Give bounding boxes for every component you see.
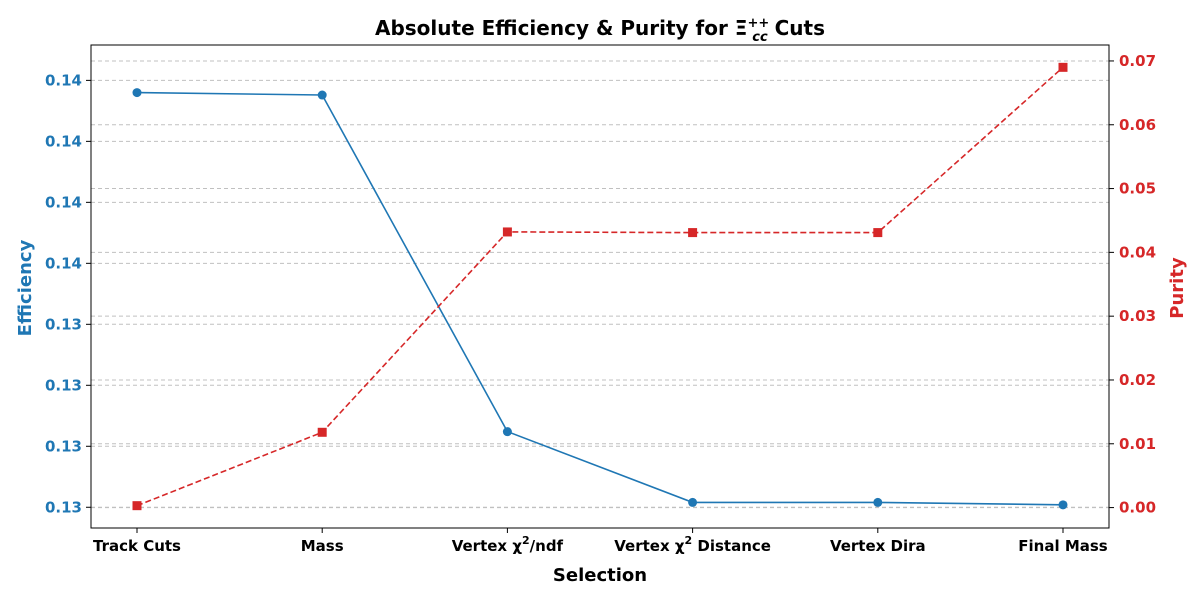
efficiency-line: [136, 91, 1064, 506]
left-tick-label: 0.14: [45, 132, 82, 150]
left-tick-label: 0.13: [45, 376, 82, 394]
x-tick-label: Track Cuts: [93, 537, 181, 555]
purity-point: [132, 501, 142, 511]
x-tick-label: Vertex Dira: [830, 537, 926, 555]
right-tick-label: 0.04: [1119, 243, 1156, 261]
right-tick-label: 0.00: [1119, 499, 1156, 517]
purity-line: [136, 66, 1064, 507]
efficiency-point: [873, 497, 883, 507]
left-tick-label: 0.13: [45, 315, 82, 333]
left-tick-label: 0.13: [45, 498, 82, 516]
left-axis: 0.13 0.13 0.13 0.13 0.14 0.14 0.14 0.14: [45, 71, 91, 516]
purity-point: [688, 228, 698, 238]
right-tick-label: 0.01: [1119, 435, 1156, 453]
grid: [91, 60, 1109, 509]
purity-point: [502, 227, 512, 237]
purity-point: [873, 228, 883, 238]
right-tick-label: 0.05: [1119, 180, 1156, 198]
x-tick-label: Final Mass: [1018, 537, 1108, 555]
right-axis: 0.00 0.01 0.02 0.03 0.04 0.05 0.06 0.07: [1109, 52, 1156, 517]
left-tick-label: 0.14: [45, 193, 82, 211]
series-layer: [132, 62, 1068, 511]
chart-title: Absolute Efficiency & Purity for Ξ++ cc C…: [375, 16, 825, 45]
right-tick-label: 0.03: [1119, 307, 1156, 325]
efficiency-point: [132, 88, 142, 98]
plot-frame: [90, 44, 1110, 529]
left-tick-label: 0.14: [45, 254, 82, 272]
efficiency-point: [317, 90, 327, 100]
efficiency-point: [1058, 500, 1068, 510]
left-axis-title: Efficiency: [15, 239, 36, 336]
right-tick-label: 0.02: [1119, 371, 1156, 389]
right-tick-label: 0.07: [1119, 52, 1156, 70]
efficiency-point: [502, 427, 512, 437]
purity-point: [317, 427, 327, 437]
right-axis-title: Purity: [1167, 257, 1188, 319]
x-tick-label: Mass: [301, 537, 344, 555]
x-tick-label: Vertex χ2 Distance: [614, 534, 771, 555]
left-tick-label: 0.13: [45, 437, 82, 455]
x-axis-title: Selection: [553, 565, 647, 586]
left-tick-label: 0.14: [45, 71, 82, 89]
efficiency-point: [688, 497, 698, 507]
x-tick-label: Vertex χ2/ndf: [452, 534, 564, 555]
purity-point: [1058, 62, 1068, 72]
x-axis: Track Cuts Mass Vertex χ2/ndf Vertex χ2 Dis…: [93, 528, 1108, 555]
right-tick-label: 0.06: [1119, 116, 1156, 134]
